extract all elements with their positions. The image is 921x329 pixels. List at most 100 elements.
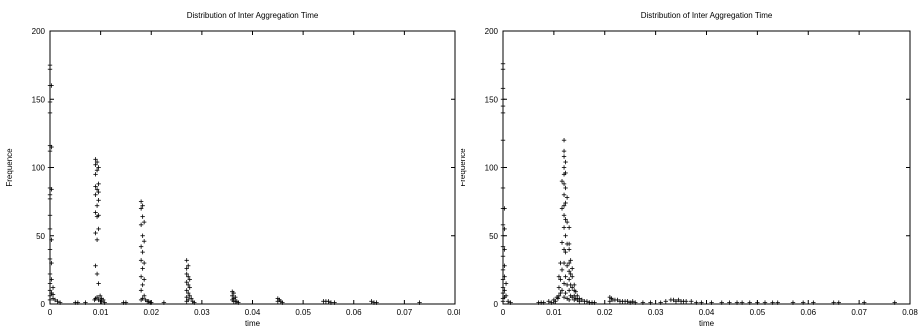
chart-right-point [770, 300, 775, 305]
chart-right-point [568, 271, 573, 277]
chart-right-point [836, 300, 841, 305]
chart-right-point [561, 148, 567, 154]
chart-left-point [47, 62, 53, 68]
chart-right-point [500, 299, 506, 304]
chart-left-point [230, 293, 235, 299]
chart-left-point [332, 300, 337, 305]
chart-right-point [627, 300, 633, 305]
chart-left-point [47, 293, 53, 299]
chart-right-point [500, 97, 506, 102]
chart-right-point [862, 300, 867, 305]
chart-left-xtick-label: 0.02 [143, 308, 159, 317]
chart-panel-left: Distribution of Inter Aggregation Time 0 0… [0, 0, 460, 329]
chart-right-point [573, 289, 578, 294]
chart-left-ylabel: Frequence [5, 148, 14, 187]
chart-right-point [811, 300, 816, 305]
chart-right-point [563, 185, 568, 191]
chart-right-point [559, 240, 565, 245]
chart-right-point [831, 300, 836, 305]
chart-left-point [140, 249, 145, 255]
chart-left-point [96, 213, 101, 218]
chart-left-point [52, 297, 58, 303]
chart-right-point [502, 226, 507, 232]
chart-left-point [47, 297, 53, 303]
chart-right-point [500, 267, 506, 273]
chart-right-point [500, 222, 506, 228]
chart-right-point [575, 293, 580, 299]
chart-left-point [94, 159, 100, 165]
chart-right-point [505, 299, 511, 304]
chart-left-xtick-label: 0.06 [346, 308, 362, 317]
chart-right-point [561, 213, 567, 218]
chart-right-point [503, 293, 509, 299]
chart-left-point [47, 226, 53, 232]
chart-left-ytick-label: 150 [32, 95, 46, 104]
chart-right-point [559, 206, 565, 211]
chart-left-point [141, 239, 147, 244]
chart-left-point [186, 274, 191, 279]
chart-right-point [500, 165, 506, 170]
chart-right-point [569, 274, 575, 279]
chart-left-point [57, 300, 63, 305]
chart-left-point [187, 277, 192, 282]
chart-right-point [549, 300, 554, 305]
chart-right-point [502, 206, 507, 211]
chart-right-point [633, 300, 638, 305]
chart-left-point [94, 203, 100, 208]
chart-right-point [584, 299, 590, 304]
chart-right-point [566, 247, 572, 252]
chart-right-point [564, 219, 570, 225]
chart-right-point [563, 233, 568, 238]
chart-left-point [138, 222, 144, 228]
chart-right-point [561, 154, 567, 159]
chart-right-point [561, 247, 567, 252]
chart-left-point [47, 281, 53, 286]
chart-left-xtick-label: 0.03 [194, 308, 210, 317]
chart-right-xtick-label: 0.07 [851, 308, 867, 317]
chart-right-point [502, 274, 507, 279]
chart-right-point [556, 274, 562, 279]
chart-left-point [186, 297, 191, 303]
chart-left-point [93, 172, 98, 177]
chart-right-point [607, 299, 613, 304]
chart-right-point [563, 274, 568, 279]
chart-right-point [569, 266, 575, 271]
chart-right-point [747, 300, 752, 305]
chart-right-point [500, 185, 506, 191]
chart-right-point [734, 300, 740, 305]
chart-right-point [739, 300, 745, 305]
chart-right-point [566, 297, 572, 303]
chart-right-point [561, 294, 567, 300]
chart-right-ytick-label: 50 [489, 232, 498, 241]
chart-right-point [555, 296, 561, 301]
chart-left-point [231, 290, 236, 296]
chart-left-ytick-label: 200 [32, 27, 46, 36]
chart-right-point [558, 290, 563, 296]
chart-right-point [569, 285, 575, 290]
chart-left-point [49, 83, 54, 88]
chart-left-point [184, 266, 189, 271]
chart-right-point [500, 285, 506, 290]
chart-left-point [184, 279, 189, 285]
chart-right-point [625, 299, 630, 304]
chart-left-point [140, 233, 145, 238]
chart-right-xtick-label: 0.03 [648, 308, 664, 317]
chart-right-xtick-label: 0.04 [699, 308, 715, 317]
chart-right-point [671, 297, 676, 303]
chart-right-point [500, 110, 506, 116]
chart-right-point [727, 300, 732, 305]
chart-left-xtick-label: 0.07 [397, 308, 413, 317]
chart-right-point [719, 300, 724, 305]
chart-left-xtick-label: 0.04 [245, 308, 261, 317]
chart-left-point [75, 300, 81, 305]
chart-left-point [93, 230, 98, 236]
chart-right-point [502, 288, 507, 293]
chart-left-point [236, 300, 241, 305]
chart-right-point [577, 299, 582, 304]
chart-left-point [186, 263, 191, 268]
chart-right-xtick-label: 0.08 [902, 308, 918, 317]
chart-right-xtick-label: 0.05 [750, 308, 766, 317]
chart-right-point [566, 277, 572, 282]
chart-left-point [94, 271, 100, 277]
